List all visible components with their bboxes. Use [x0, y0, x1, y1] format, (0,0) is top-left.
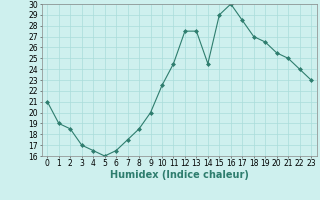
X-axis label: Humidex (Indice chaleur): Humidex (Indice chaleur): [110, 170, 249, 180]
